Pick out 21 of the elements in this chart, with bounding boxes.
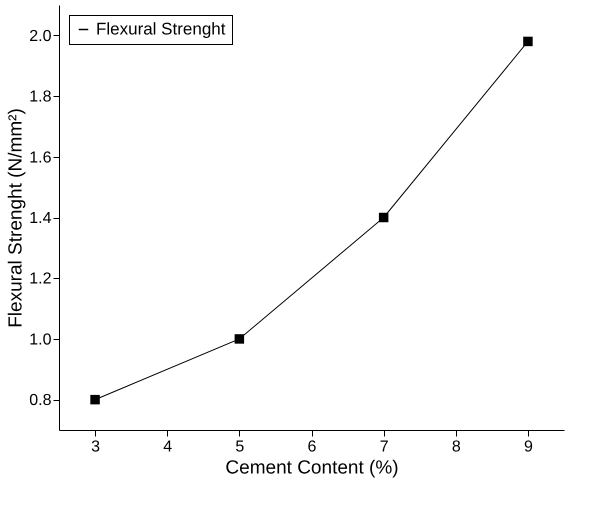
y-tick-label: 1.6	[29, 149, 52, 166]
x-tick-label: 5	[235, 438, 244, 456]
x-tick-label: 7	[380, 438, 389, 456]
point	[90, 394, 100, 404]
y-tick-label: 0.8	[29, 392, 52, 410]
legend-label: Flexural Strenght	[96, 20, 226, 38]
x-tick-label: 4	[163, 438, 172, 456]
x-axis-title: Cement Content (%)	[225, 458, 399, 478]
point	[234, 334, 244, 344]
x-tick-label: 8	[452, 438, 461, 456]
y-tick-label: 1.4	[29, 210, 52, 227]
y-tick-label: 1.8	[29, 88, 52, 106]
x-tick-label: 9	[524, 438, 533, 456]
y-tick-label: 1.0	[29, 331, 52, 348]
y-tick-label: 2.0	[29, 28, 52, 45]
x-tick-label: 6	[308, 438, 317, 456]
point	[378, 212, 388, 222]
y-axis-title: Flexural Strenght (N/mm²)	[5, 108, 26, 328]
x-tick-label: 3	[91, 438, 100, 456]
y-tick-label: 1.2	[29, 270, 52, 288]
point	[523, 36, 533, 46]
